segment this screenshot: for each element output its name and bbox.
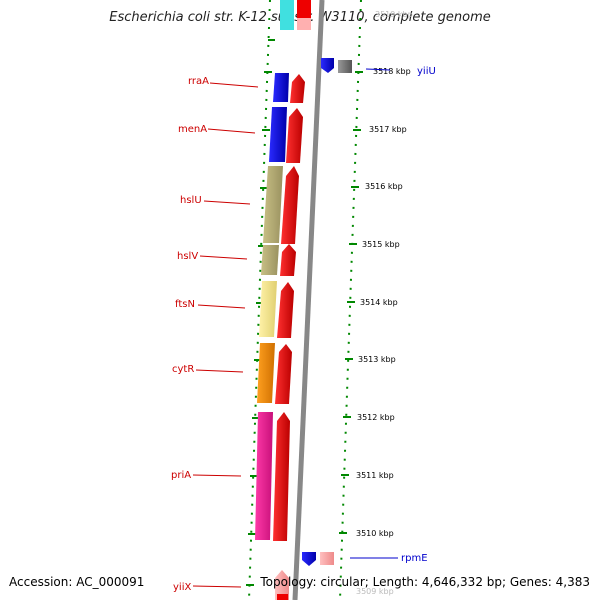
gene-block-hslU[interactable]	[263, 166, 283, 243]
kbp-label-3518: 3518 kbp	[373, 67, 411, 76]
arrow-rraA[interactable]	[290, 74, 305, 103]
label-ftsN[interactable]: ftsN	[175, 299, 195, 310]
kbp-label-3514: 3514 kbp	[360, 298, 398, 307]
label-priA[interactable]: priA	[171, 470, 191, 481]
kbp-label-3510: 3510 kbp	[356, 529, 394, 538]
feature-top-red	[297, 0, 311, 18]
arrow-hslV[interactable]	[280, 244, 296, 276]
kbp-label-3517: 3517 kbp	[369, 125, 407, 134]
arrow-rpmE[interactable]	[320, 552, 334, 565]
arrow-yiiX[interactable]	[275, 570, 289, 600]
label-yiiU[interactable]: yiiU	[417, 66, 436, 77]
gene-block-rraA[interactable]	[273, 73, 289, 102]
label-rraA[interactable]: rraA	[188, 76, 209, 87]
label-yiiX[interactable]: yiiX	[173, 582, 191, 593]
kbp-ruler: 3519 kbp 3518 kbp 3517 kbp 3516 kbp 3515…	[339, 10, 413, 596]
arrow-cytR[interactable]	[275, 344, 292, 404]
arrow-priA[interactable]	[273, 412, 290, 541]
right-gene-labels: yiiU rpmE	[350, 66, 436, 564]
gene-block-menA[interactable]	[269, 107, 287, 162]
gene-blocks-left	[255, 73, 289, 540]
label-menA[interactable]: menA	[178, 124, 207, 135]
left-gene-labels: rraA menA hslU hslV ftsN cytR priA yiiX	[171, 76, 259, 593]
kbp-label-3515: 3515 kbp	[362, 240, 400, 249]
arrow-ftsN[interactable]	[277, 282, 294, 338]
feature-top-cyan	[280, 0, 294, 30]
kbp-label-3512: 3512 kbp	[357, 413, 395, 422]
arrow-hslU[interactable]	[281, 166, 299, 244]
label-hslV[interactable]: hslV	[177, 251, 198, 262]
gene-block-rpmE[interactable]	[302, 552, 316, 566]
label-rpmE[interactable]: rpmE	[401, 553, 428, 564]
accession-text: Accession: AC_000091	[9, 575, 145, 589]
strand-arrows-left	[273, 74, 305, 600]
kbp-label-3509: 3509 kbp	[356, 587, 394, 596]
kbp-label-3516: 3516 kbp	[365, 182, 403, 191]
gene-block-ftsN[interactable]	[259, 281, 277, 337]
gene-block-yiiU[interactable]	[321, 58, 334, 73]
arrow-yiiX-core	[277, 594, 288, 600]
gene-block-hslV[interactable]	[261, 245, 279, 275]
kbp-label-3513: 3513 kbp	[358, 355, 396, 364]
kbp-label-3519: 3519 kbp	[375, 10, 413, 19]
label-hslU[interactable]: hslU	[180, 195, 202, 206]
arrow-menA[interactable]	[286, 108, 303, 163]
kbp-label-3511: 3511 kbp	[356, 471, 394, 480]
gene-block-cytR[interactable]	[257, 343, 275, 403]
genome-summary-text: Topology: circular; Length: 4,646,332 bp…	[260, 575, 590, 589]
ruler-dotted-track	[339, 0, 362, 600]
genome-backbone	[292, 0, 325, 600]
label-cytR[interactable]: cytR	[172, 364, 194, 375]
gene-block-priA[interactable]	[255, 412, 273, 540]
arrow-yiiU[interactable]	[338, 60, 352, 73]
strand-features-right	[302, 58, 352, 566]
